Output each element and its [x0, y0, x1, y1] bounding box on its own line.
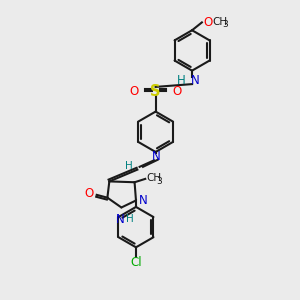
Text: Cl: Cl: [130, 256, 142, 269]
Text: 3: 3: [156, 177, 162, 186]
Text: 3: 3: [222, 20, 228, 29]
Text: H: H: [126, 214, 134, 224]
Text: O: O: [85, 187, 94, 200]
Text: N: N: [139, 194, 148, 207]
Text: CH: CH: [146, 173, 161, 183]
Text: H: H: [124, 161, 132, 171]
Text: S: S: [150, 84, 161, 99]
Text: O: O: [130, 85, 139, 98]
Text: N: N: [116, 212, 125, 226]
Text: N: N: [152, 150, 161, 163]
Text: O: O: [203, 16, 212, 28]
Text: N: N: [190, 74, 199, 87]
Text: O: O: [172, 85, 182, 98]
Text: H: H: [177, 74, 186, 87]
Text: CH: CH: [212, 17, 228, 27]
